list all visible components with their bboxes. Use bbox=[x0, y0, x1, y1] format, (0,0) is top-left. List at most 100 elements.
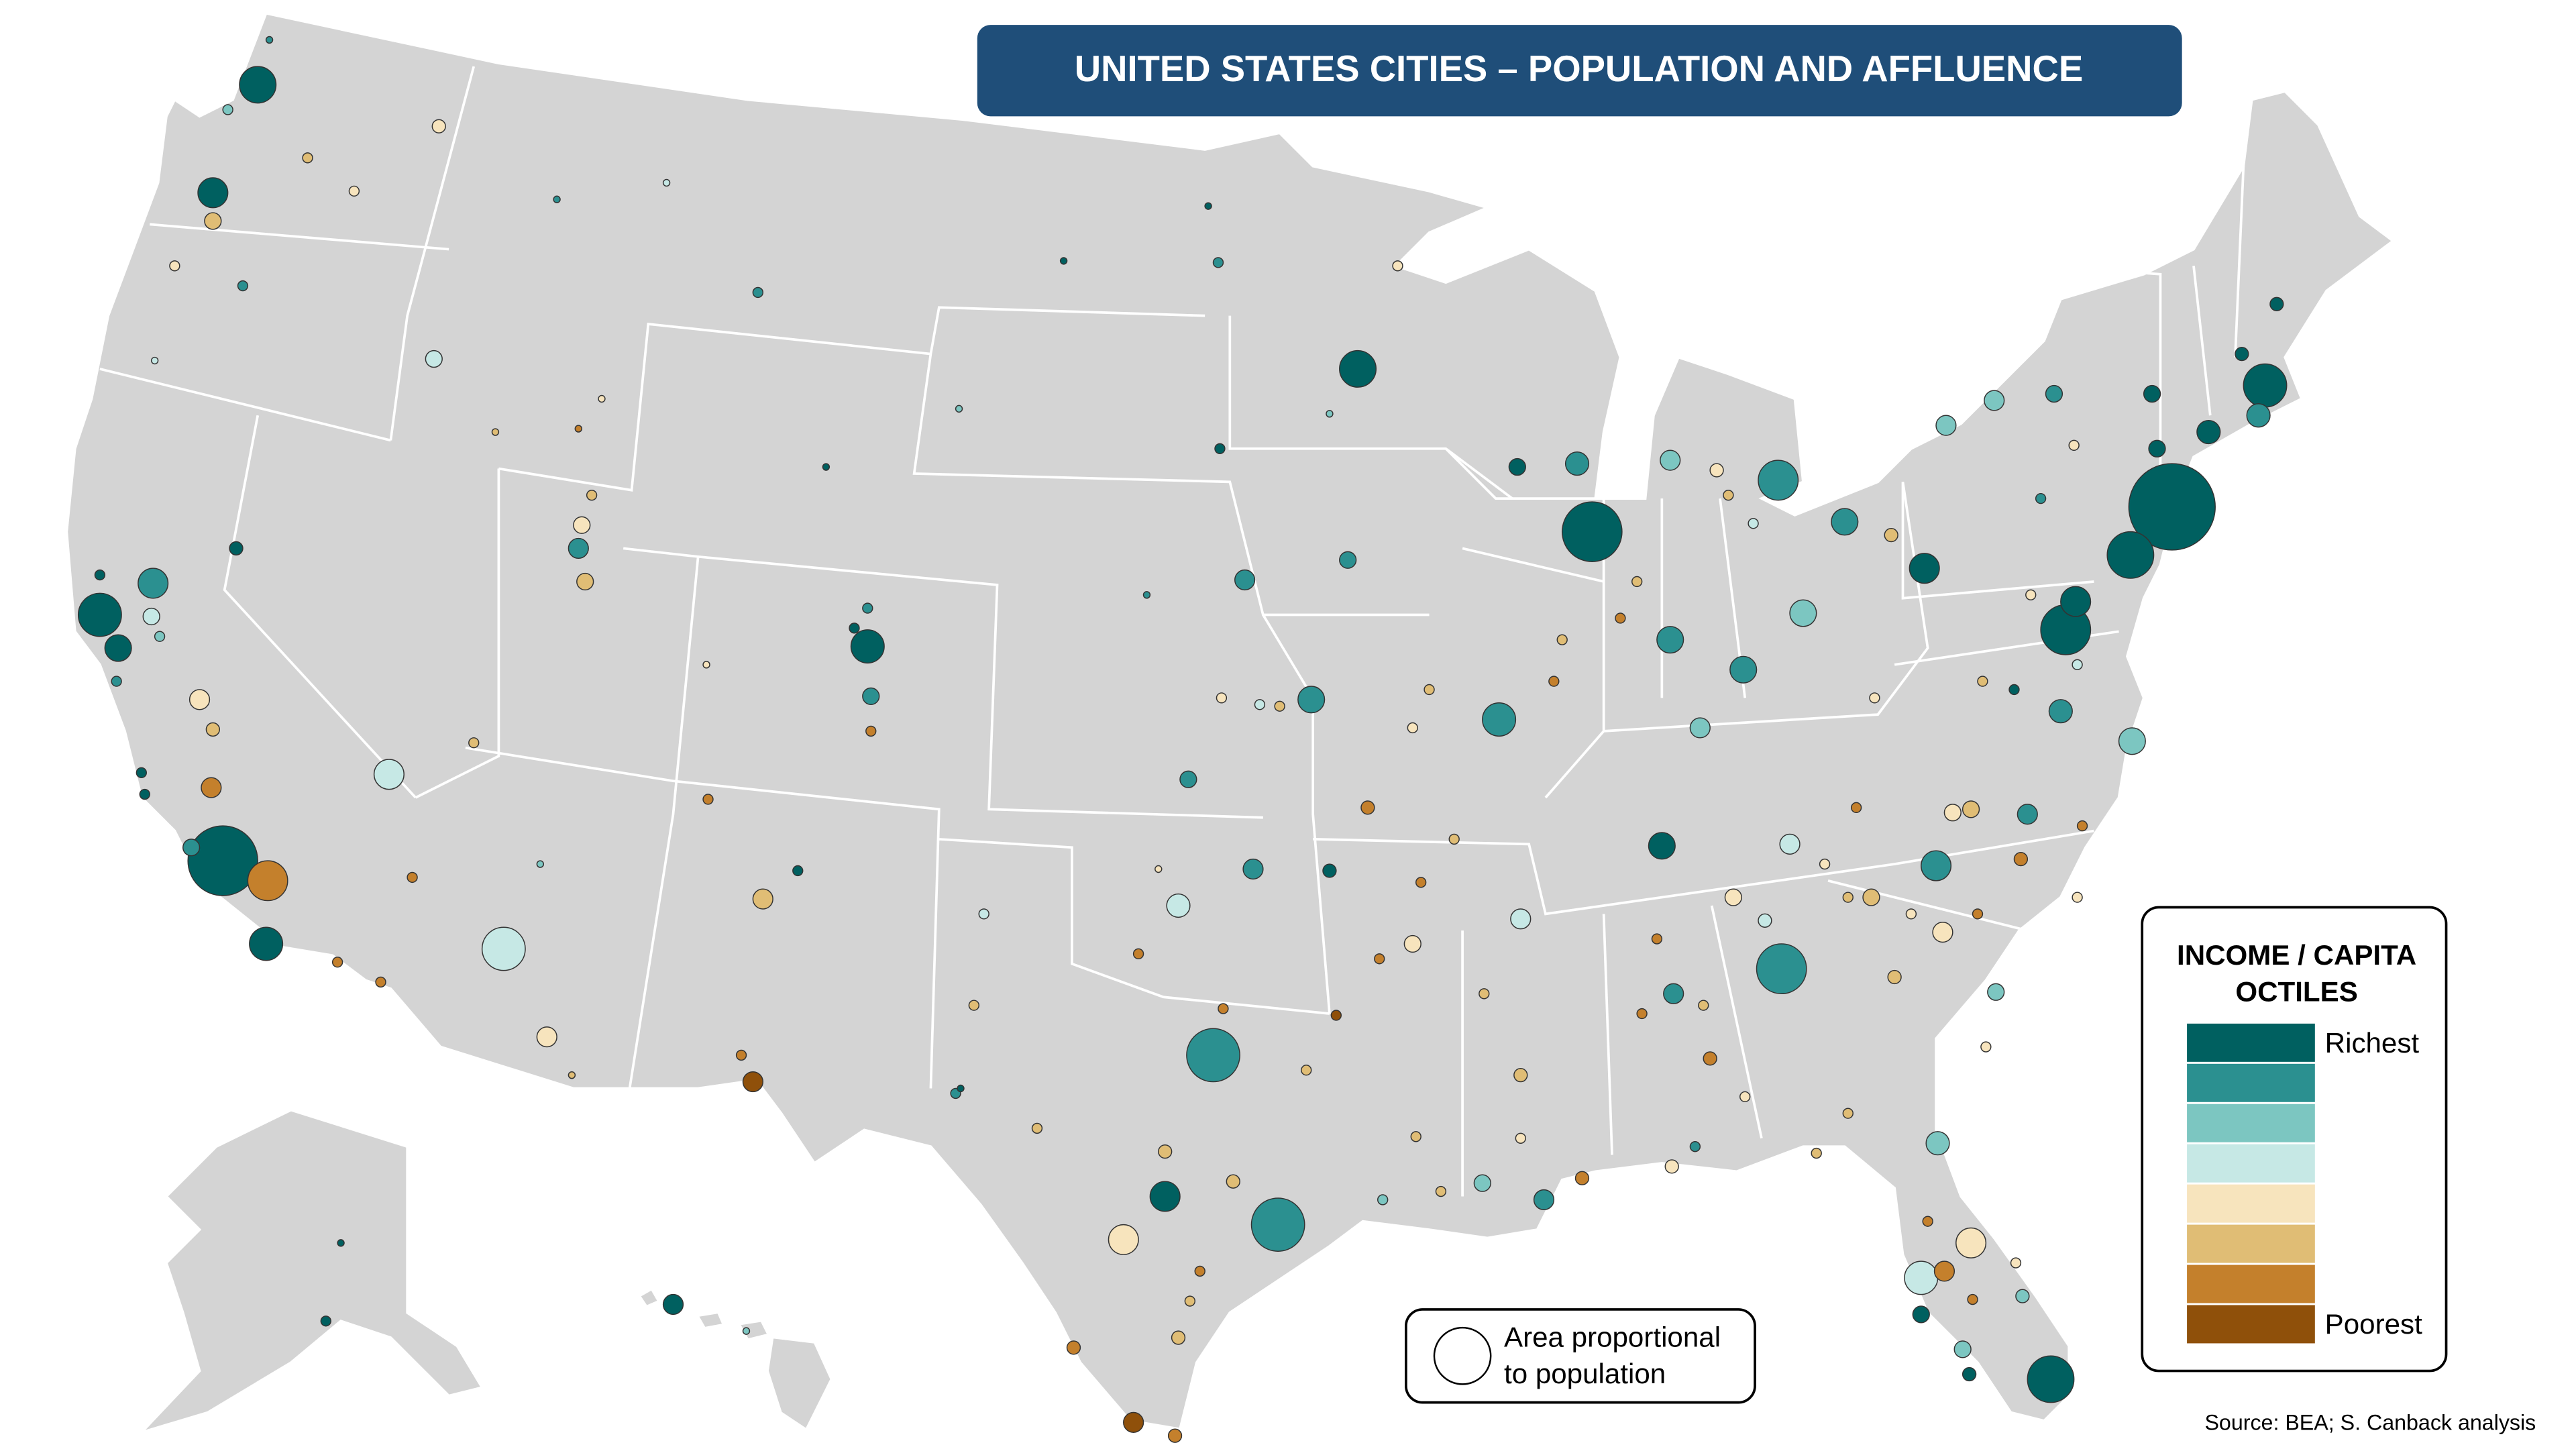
city-bubble bbox=[574, 425, 582, 433]
city-bubble bbox=[1984, 390, 2005, 411]
city-bubble bbox=[1831, 508, 1859, 536]
city-bubble bbox=[431, 119, 446, 133]
city-bubble bbox=[1179, 770, 1197, 788]
city-bubble bbox=[1274, 700, 1285, 712]
city-bubble bbox=[1435, 1185, 1447, 1197]
size-note-box bbox=[1405, 1308, 1756, 1404]
city-bubble bbox=[1967, 1293, 1978, 1305]
city-bubble bbox=[189, 689, 211, 710]
city-bubble bbox=[1226, 1174, 1240, 1189]
city-bubble bbox=[2025, 589, 2037, 600]
city-bubble bbox=[1155, 865, 1163, 873]
city-bubble bbox=[265, 36, 274, 44]
city-bubble bbox=[375, 976, 386, 988]
city-bubble bbox=[468, 737, 480, 749]
city-bubble bbox=[1403, 934, 1421, 953]
city-bubble bbox=[2106, 531, 2155, 579]
city-bubble bbox=[2235, 346, 2249, 362]
city-bubble bbox=[1204, 202, 1212, 210]
city-bubble bbox=[154, 631, 166, 642]
city-bubble bbox=[94, 569, 106, 581]
city-bubble bbox=[1167, 1428, 1183, 1443]
legend-swatch bbox=[2187, 1104, 2315, 1142]
city-bubble bbox=[2072, 659, 2083, 670]
city-bubble bbox=[1748, 518, 1759, 529]
city-bubble bbox=[742, 1071, 763, 1093]
city-bubble bbox=[2148, 439, 2166, 458]
city-bubble bbox=[1962, 800, 1980, 818]
city-bubble bbox=[1758, 460, 1799, 501]
city-bubble bbox=[1194, 1265, 1205, 1277]
city-bubble bbox=[1842, 892, 1854, 903]
city-bubble bbox=[1254, 699, 1266, 710]
city-bubble bbox=[1066, 1340, 1081, 1355]
city-bubble bbox=[1424, 684, 1435, 696]
size-note: Area proportional bbox=[1504, 1322, 1721, 1353]
city-bubble bbox=[1186, 1028, 1240, 1083]
city-bubble bbox=[1615, 612, 1626, 624]
city-bubble bbox=[1482, 702, 1517, 737]
city-bubble bbox=[2010, 1257, 2022, 1269]
legend-swatch bbox=[2187, 1265, 2315, 1303]
city-bubble bbox=[1216, 692, 1228, 704]
city-bubble bbox=[2045, 384, 2063, 403]
city-bubble bbox=[955, 405, 963, 413]
city-bubble bbox=[1548, 676, 1560, 687]
city-bubble bbox=[1980, 1041, 1992, 1053]
city-bubble bbox=[1962, 1366, 1977, 1382]
city-bubble bbox=[1905, 908, 1917, 920]
city-bubble bbox=[1636, 1008, 1648, 1020]
city-bubble bbox=[1108, 1224, 1139, 1255]
city-bubble bbox=[247, 860, 288, 902]
city-bubble bbox=[197, 177, 229, 209]
city-bubble bbox=[1322, 863, 1337, 878]
city-bubble bbox=[2076, 820, 2088, 832]
city-bubble bbox=[573, 516, 591, 534]
legend-swatch bbox=[2187, 1144, 2315, 1183]
city-bubble bbox=[2246, 403, 2271, 428]
city-bubble bbox=[1724, 888, 1742, 906]
city-bubble bbox=[1932, 922, 1953, 943]
city-bubble bbox=[491, 428, 500, 436]
city-bubble bbox=[1789, 599, 1817, 627]
city-bubble bbox=[1330, 1010, 1342, 1021]
city-bubble bbox=[1410, 1131, 1421, 1142]
city-bubble bbox=[1479, 988, 1490, 1000]
city-bubble bbox=[1574, 1171, 1590, 1185]
city-bubble bbox=[1689, 717, 1711, 739]
city-bubble bbox=[1339, 350, 1377, 388]
city-bubble bbox=[850, 629, 885, 664]
city-bubble bbox=[968, 1000, 980, 1011]
city-bubble bbox=[1132, 948, 1144, 960]
city-bubble bbox=[2008, 684, 2020, 696]
city-bubble bbox=[1142, 591, 1151, 599]
city-bubble bbox=[536, 860, 545, 868]
size-note: to population bbox=[1504, 1358, 1666, 1389]
city-bubble bbox=[331, 957, 343, 968]
city-bubble bbox=[2027, 1355, 2075, 1403]
city-bubble bbox=[1184, 1295, 1196, 1307]
city-bubble bbox=[1935, 415, 1957, 436]
city-bubble bbox=[822, 463, 830, 471]
city-bubble bbox=[1660, 449, 1681, 471]
city-bubble bbox=[2015, 1289, 2030, 1303]
city-bubble bbox=[1758, 913, 1772, 928]
city-bubble bbox=[1513, 1068, 1528, 1083]
city-bubble bbox=[201, 777, 222, 798]
city-bubble bbox=[1242, 858, 1264, 880]
city-bubble bbox=[792, 865, 804, 877]
city-bubble bbox=[237, 280, 249, 292]
city-bubble bbox=[1392, 260, 1403, 272]
city-bubble bbox=[1689, 1141, 1701, 1152]
title: UNITED STATES CITIES – POPULATION AND AF… bbox=[1075, 48, 2083, 89]
city-bubble bbox=[553, 195, 561, 203]
city-bubble bbox=[1955, 1227, 1987, 1258]
alaska bbox=[137, 1108, 484, 1436]
city-bubble bbox=[1212, 257, 1224, 268]
city-bubble bbox=[1723, 489, 1734, 501]
title-box bbox=[977, 25, 2182, 117]
city-bubble bbox=[2013, 851, 2029, 867]
city-bubble bbox=[1556, 634, 1568, 645]
city-bubble bbox=[1360, 800, 1375, 815]
city-bubble bbox=[1698, 1000, 1709, 1011]
